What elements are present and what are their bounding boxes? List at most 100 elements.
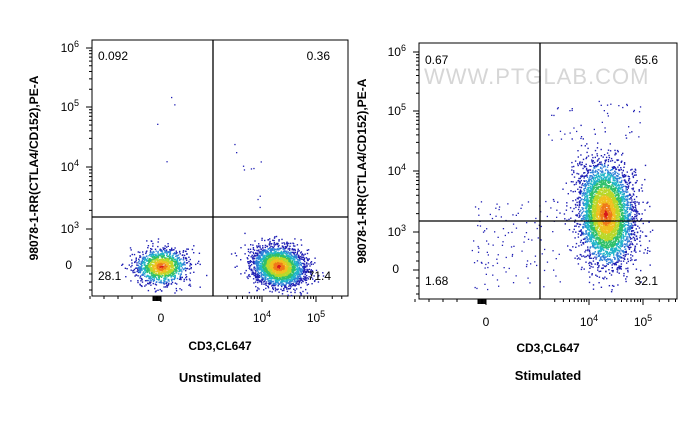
event-dot [272, 275, 274, 277]
event-dot [286, 290, 289, 293]
event-dot [301, 256, 303, 259]
event-dot [275, 262, 277, 264]
event-dot [264, 258, 266, 260]
event-dot [267, 259, 269, 262]
event-dot [270, 263, 272, 265]
event-dot [161, 269, 164, 272]
event-dot [273, 272, 275, 275]
event-dot [277, 280, 279, 282]
event-dot [135, 257, 137, 259]
event-dot [281, 273, 283, 276]
event-dot [310, 261, 313, 263]
event-dot [291, 263, 293, 265]
event-dot [624, 181, 627, 184]
event-dot [587, 188, 590, 190]
event-dot [156, 266, 158, 268]
event-dot [291, 280, 293, 282]
event-dot [281, 293, 284, 295]
event-dot [174, 104, 176, 106]
event-dot [278, 262, 281, 264]
event-dot [606, 251, 608, 253]
event-dot [309, 265, 311, 267]
event-dot [611, 226, 614, 229]
event-dot [589, 197, 591, 199]
event-dot [608, 243, 611, 246]
event-dot [579, 161, 581, 163]
event-dot [181, 269, 183, 271]
event-dot [178, 268, 181, 271]
event-dot [284, 256, 287, 258]
event-dot [297, 261, 299, 264]
event-dot [617, 182, 619, 184]
event-dot [154, 275, 156, 277]
event-dot [139, 268, 141, 270]
event-dot [257, 270, 259, 272]
event-dot [156, 259, 158, 261]
event-dot [309, 271, 312, 274]
event-dot [277, 253, 279, 255]
event-dot [257, 276, 260, 278]
event-dot [145, 270, 147, 272]
event-dot [278, 279, 280, 281]
event-dot [625, 198, 627, 201]
event-dot [589, 218, 592, 221]
event-dot [166, 277, 168, 279]
event-dot [296, 279, 298, 281]
event-dot [156, 281, 158, 283]
event-dot [259, 272, 261, 274]
event-dot [156, 256, 158, 258]
event-dot [289, 253, 291, 256]
event-dot [247, 275, 250, 277]
event-dot [584, 241, 587, 243]
event-dot [256, 260, 258, 262]
event-dot [573, 228, 575, 231]
event-dot [626, 262, 628, 264]
event-dot [286, 267, 288, 269]
event-dot [614, 189, 616, 192]
event-dot [257, 287, 259, 289]
event-dot [162, 265, 164, 268]
event-dot [300, 251, 303, 253]
event-dot [274, 267, 276, 270]
event-dot [322, 272, 324, 274]
event-dot [313, 275, 315, 277]
stimulated-plot: WWW.PTGLAB.COM 0.67 65.6 32.1 1.68 106 1… [355, 42, 678, 383]
event-dot [169, 266, 171, 268]
event-dot [159, 281, 161, 284]
event-dot [289, 276, 291, 279]
event-dot [153, 271, 155, 273]
event-dot [288, 254, 290, 256]
event-dot [190, 263, 193, 266]
event-dot [639, 240, 641, 242]
y-tick-label: 103 [61, 220, 79, 236]
event-dot [271, 277, 274, 279]
event-dot [262, 253, 264, 255]
event-dot [258, 249, 260, 251]
event-dot [181, 263, 183, 265]
event-dot [277, 260, 280, 262]
event-dot [175, 267, 177, 269]
event-dot [310, 269, 312, 271]
event-dot [146, 275, 148, 278]
event-dot [142, 274, 144, 276]
event-dot [300, 294, 302, 296]
event-dot [296, 270, 298, 273]
event-dot [154, 283, 157, 285]
event-dot [150, 261, 153, 264]
event-dot [163, 270, 165, 273]
event-dot [148, 255, 150, 257]
event-dot [627, 271, 629, 273]
event-dot [608, 246, 610, 248]
event-dot [294, 248, 296, 251]
event-dot [286, 260, 288, 262]
event-dot [275, 273, 277, 276]
event-dot [281, 285, 283, 288]
event-dot [591, 197, 593, 200]
event-dot [293, 275, 296, 277]
event-dot [278, 239, 280, 241]
event-dot [311, 274, 313, 276]
event-dot [281, 279, 284, 281]
event-dot [579, 163, 581, 165]
event-dot [121, 264, 123, 266]
event-dot [193, 271, 195, 273]
